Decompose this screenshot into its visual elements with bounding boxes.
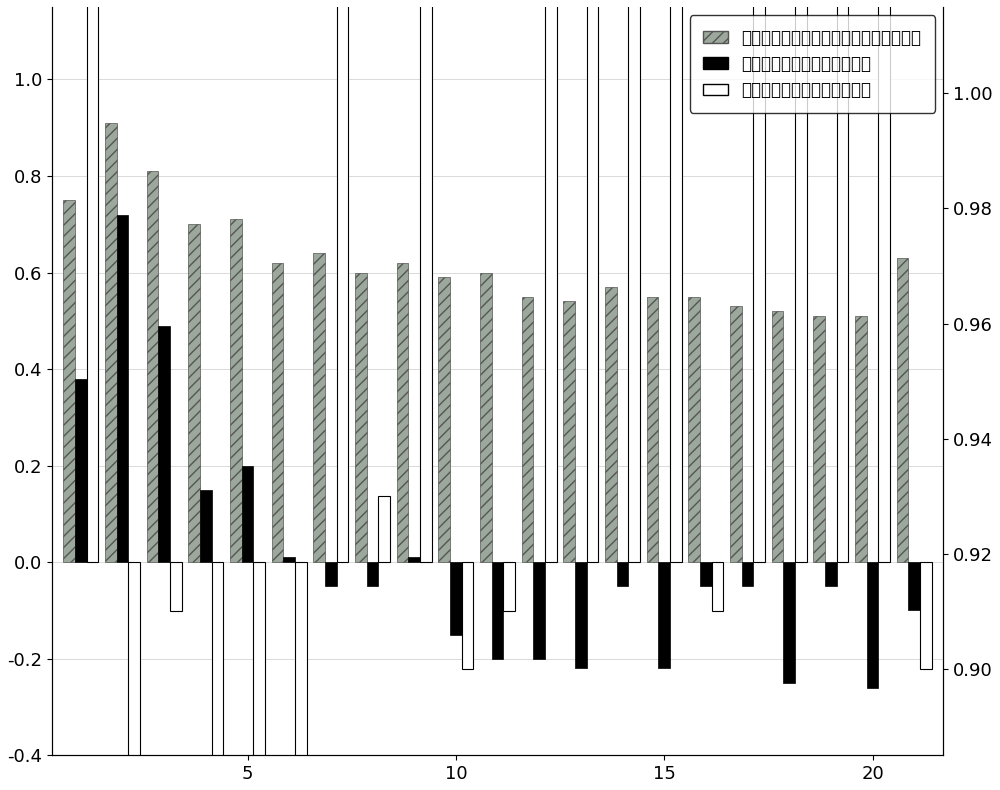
Bar — [587, 0, 598, 562]
Bar — [147, 171, 158, 562]
Bar — [188, 224, 200, 562]
Bar — [742, 562, 753, 586]
Bar — [712, 562, 723, 611]
Bar — [378, 496, 390, 562]
Bar — [105, 122, 117, 562]
Bar — [450, 562, 462, 634]
Bar — [730, 307, 742, 562]
Bar — [522, 296, 533, 562]
Bar — [813, 316, 825, 562]
Bar — [337, 0, 348, 562]
Bar — [563, 302, 575, 562]
Bar — [242, 465, 253, 562]
Bar — [700, 562, 712, 586]
Bar — [795, 0, 807, 562]
Bar — [628, 0, 640, 562]
Bar — [128, 562, 140, 790]
Bar — [420, 0, 432, 562]
Bar — [670, 0, 682, 562]
Bar — [200, 490, 212, 562]
Bar — [658, 562, 670, 668]
Bar — [753, 0, 765, 562]
Bar — [920, 562, 932, 669]
Bar — [87, 0, 98, 562]
Bar — [63, 200, 75, 562]
Bar — [855, 316, 867, 562]
Bar — [908, 562, 920, 611]
Bar — [772, 311, 783, 562]
Bar — [462, 562, 473, 669]
Legend: 信息化综合发展指数（按左侧纵坐标轴）, 奖惩系数（按左侧纵坐标轴）, 综合绩效（按右侧纵坐标轴）: 信息化综合发展指数（按左侧纵坐标轴）, 奖惩系数（按左侧纵坐标轴）, 综合绩效（… — [690, 15, 935, 113]
Bar — [397, 263, 408, 562]
Bar — [253, 562, 265, 790]
Bar — [75, 378, 87, 562]
Bar — [783, 562, 795, 683]
Bar — [867, 562, 878, 688]
Bar — [545, 0, 557, 562]
Bar — [272, 263, 283, 562]
Bar — [825, 562, 837, 586]
Bar — [283, 558, 295, 562]
Bar — [647, 296, 658, 562]
Bar — [170, 562, 182, 611]
Bar — [492, 562, 503, 659]
Bar — [503, 562, 515, 611]
Bar — [438, 277, 450, 562]
Bar — [408, 558, 420, 562]
Bar — [230, 220, 242, 562]
Bar — [325, 562, 337, 586]
Bar — [295, 562, 307, 790]
Bar — [533, 562, 545, 659]
Bar — [212, 562, 223, 784]
Bar — [313, 253, 325, 562]
Bar — [605, 287, 617, 562]
Bar — [897, 258, 908, 562]
Bar — [480, 273, 492, 562]
Bar — [367, 562, 378, 586]
Bar — [575, 562, 587, 668]
Bar — [617, 562, 628, 586]
Bar — [837, 0, 848, 562]
Bar — [688, 296, 700, 562]
Bar — [158, 325, 170, 562]
Bar — [878, 0, 890, 562]
Bar — [117, 215, 128, 562]
Bar — [355, 273, 367, 562]
